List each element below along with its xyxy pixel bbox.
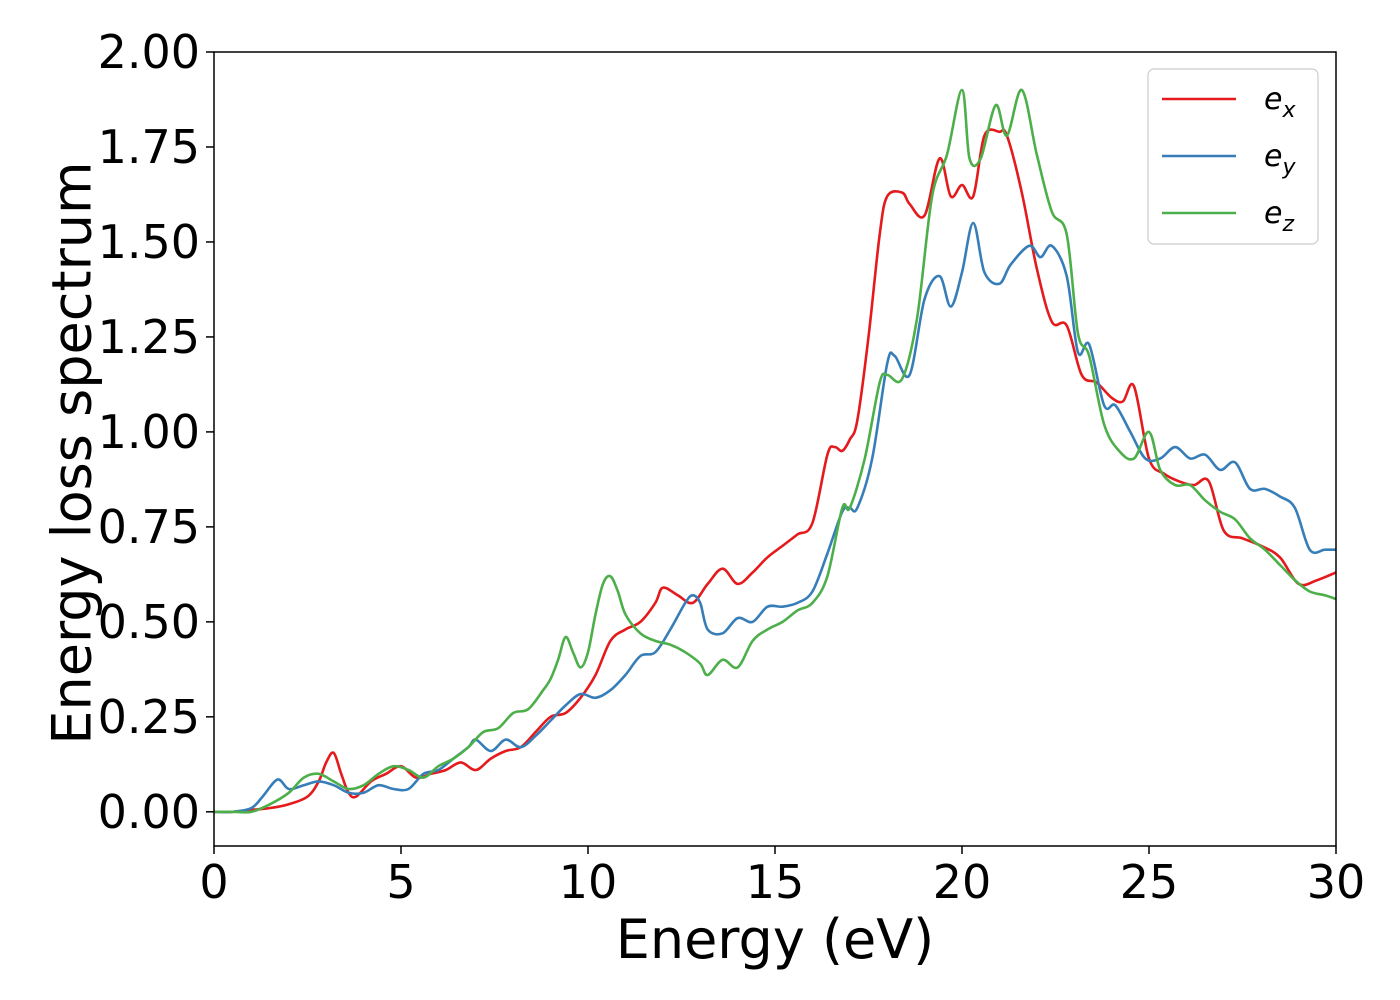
- x-tick-label: 0: [199, 855, 228, 909]
- y-tick-label: 0.00: [98, 785, 200, 839]
- x-axis-ticks: 0 5 10 15 20 25 30: [199, 846, 1365, 909]
- series-line-z: [214, 88, 1336, 814]
- legend-item-x: ex: [1162, 82, 1296, 123]
- x-tick-label: 25: [1120, 855, 1179, 909]
- legend-item-y: ey: [1162, 139, 1296, 180]
- y-tick-label: 2.00: [98, 25, 200, 79]
- y-tick-label: 0.75: [98, 500, 200, 554]
- y-tick-label: 1.50: [98, 215, 200, 269]
- x-tick-label: 20: [933, 855, 992, 909]
- y-tick-label: 0.25: [98, 690, 200, 744]
- series-layer: [214, 88, 1336, 814]
- y-axis-label: Energy loss spectrum: [41, 161, 104, 744]
- legend: ex ey ez: [1147, 68, 1319, 245]
- y-tick-label: 1.25: [98, 310, 200, 364]
- x-tick-label: 15: [746, 855, 805, 909]
- x-tick-label: 30: [1307, 855, 1366, 909]
- legend-label: ex: [1264, 82, 1296, 123]
- series-line-y: [214, 221, 1336, 814]
- x-tick-label: 5: [386, 855, 415, 909]
- y-axis-ticks: 0.00 0.25 0.50 0.75 1.00 1.25 1.50 1.75 2.00: [98, 25, 214, 839]
- x-axis-label: Energy (eV): [616, 908, 935, 971]
- y-tick-label: 1.75: [98, 120, 200, 174]
- legend-label: ez: [1264, 196, 1294, 237]
- legend-label: ey: [1264, 139, 1296, 180]
- y-tick-label: 1.00: [98, 405, 200, 459]
- y-tick-label: 0.50: [98, 595, 200, 649]
- legend-item-z: ez: [1162, 196, 1294, 237]
- x-tick-label: 10: [559, 855, 618, 909]
